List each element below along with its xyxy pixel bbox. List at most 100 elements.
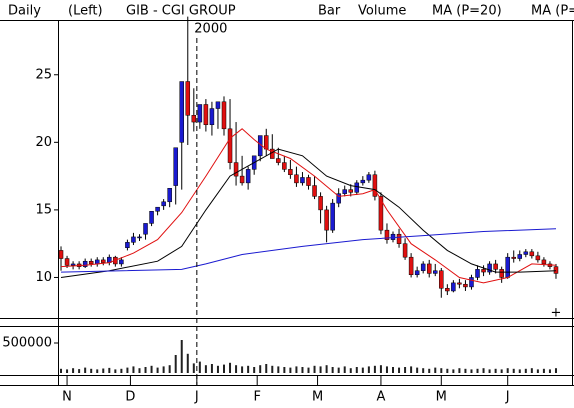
candle-body <box>221 101 227 130</box>
frame <box>0 20 574 386</box>
volume-bar <box>488 369 491 373</box>
x-tick-label: M <box>312 390 323 405</box>
candle-body <box>529 251 535 257</box>
volume-bar <box>398 367 401 373</box>
volume-bar <box>524 368 527 373</box>
volume-bar <box>138 368 141 373</box>
volume-bar <box>186 353 189 373</box>
volume-bar <box>162 366 165 373</box>
candle-body <box>306 177 311 186</box>
candle-body <box>354 182 360 193</box>
volume-bar <box>168 365 171 373</box>
volume-bar <box>156 367 159 373</box>
volume-bar <box>271 365 274 373</box>
volume-bar <box>392 367 395 373</box>
candle-body <box>239 175 245 184</box>
volume-bar <box>536 369 539 373</box>
volume-bar <box>222 364 225 373</box>
volume-bar <box>385 366 388 373</box>
volume-bar <box>198 361 201 373</box>
candle-body <box>451 282 456 292</box>
volume-bar <box>416 367 419 373</box>
volume-bar <box>229 362 232 373</box>
legend-bar: Bar <box>318 4 341 19</box>
volume-bar <box>132 366 135 373</box>
candle-body <box>131 236 136 243</box>
volume-bar <box>84 367 87 373</box>
volume-bar <box>144 367 147 373</box>
volume-bar <box>204 365 207 373</box>
volume-bar <box>307 367 310 373</box>
y-tick-label: 500000 <box>2 336 52 351</box>
candle-body <box>384 229 390 240</box>
volume-bar <box>283 367 286 373</box>
candle-body <box>390 233 396 240</box>
volume-bar <box>96 369 99 373</box>
volume-bar <box>235 365 238 373</box>
volume-bar <box>470 369 473 373</box>
candle-body <box>288 169 293 176</box>
x-tick-label: F <box>253 390 260 405</box>
candle-body <box>155 206 160 212</box>
candle-body <box>541 259 547 265</box>
candle-body <box>366 174 372 181</box>
x-tick-label: J <box>505 390 510 405</box>
volume-bar <box>120 368 123 373</box>
candle-body <box>282 162 287 170</box>
volume-bar <box>174 355 177 373</box>
volume-bar <box>259 365 262 373</box>
candle-body <box>179 81 184 143</box>
volume-bar <box>452 369 455 373</box>
x-tick-label: D <box>125 390 135 405</box>
candle-body <box>294 174 299 184</box>
volume-bar <box>216 365 219 373</box>
volume-bar <box>265 364 268 373</box>
volume-bar <box>361 367 364 373</box>
y-tick-label: 10 <box>35 270 52 285</box>
candle-body <box>70 263 76 266</box>
year-label: 2000 <box>194 22 227 37</box>
candle-body <box>517 254 523 259</box>
candle-body <box>312 185 317 197</box>
candle-body <box>535 255 541 261</box>
volume-bar <box>180 340 183 373</box>
volume-bar <box>476 368 479 373</box>
candle-body <box>426 263 432 274</box>
candle-body <box>215 101 221 109</box>
volume-bar <box>210 364 213 373</box>
legend-ma: MA (P=20) <box>432 4 502 19</box>
volume-bar <box>464 368 467 373</box>
candle-body <box>469 277 474 288</box>
cursor-marker: + <box>551 306 562 321</box>
candle-body <box>360 179 366 184</box>
x-tick-label: A <box>376 390 385 405</box>
candle-body <box>523 251 529 255</box>
y-tick-label: 25 <box>35 67 52 82</box>
candle-body <box>137 236 142 239</box>
legend-ma: MA (P= <box>531 4 574 19</box>
candle-body <box>445 288 450 292</box>
candle-body <box>191 115 197 123</box>
volume-bar <box>506 368 509 373</box>
volume-bar <box>343 366 346 373</box>
candle-body <box>553 266 559 274</box>
candle-body <box>82 260 88 267</box>
candle-body <box>433 270 438 274</box>
candle-body <box>161 201 166 207</box>
candle-body <box>88 260 94 265</box>
volume-bar <box>253 367 256 373</box>
volume-bar <box>102 368 105 373</box>
volume-bar <box>150 365 153 373</box>
candle-body <box>119 259 124 265</box>
volume-bar <box>530 368 533 373</box>
candle-body <box>300 177 305 184</box>
candle-body <box>408 256 414 276</box>
candle-body <box>499 269 504 278</box>
candle-body <box>245 169 251 184</box>
volume-bar <box>114 369 117 373</box>
candle-body <box>143 223 148 235</box>
volume-bar <box>247 365 250 373</box>
volume-bar <box>301 367 304 373</box>
volume-bar <box>349 368 352 373</box>
